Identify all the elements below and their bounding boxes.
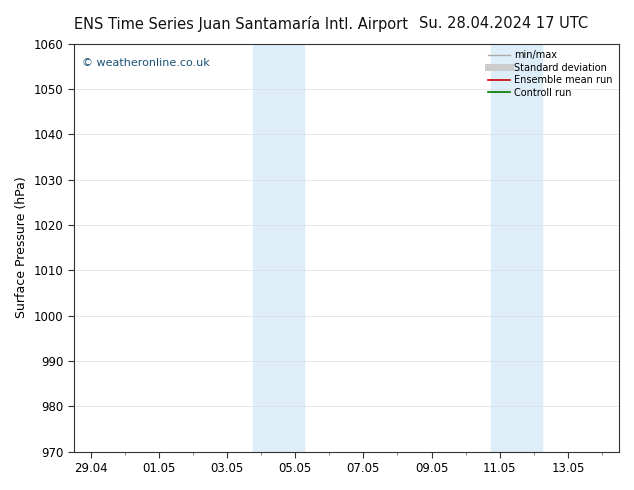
Text: ENS Time Series Juan Santamaría Intl. Airport: ENS Time Series Juan Santamaría Intl. Ai… bbox=[74, 16, 408, 32]
Bar bbox=[491, 44, 542, 452]
Y-axis label: Surface Pressure (hPa): Surface Pressure (hPa) bbox=[15, 177, 28, 318]
Bar bbox=[252, 44, 304, 452]
Text: © weatheronline.co.uk: © weatheronline.co.uk bbox=[82, 58, 210, 68]
Text: Su. 28.04.2024 17 UTC: Su. 28.04.2024 17 UTC bbox=[420, 16, 588, 31]
Legend: min/max, Standard deviation, Ensemble mean run, Controll run: min/max, Standard deviation, Ensemble me… bbox=[486, 49, 614, 99]
